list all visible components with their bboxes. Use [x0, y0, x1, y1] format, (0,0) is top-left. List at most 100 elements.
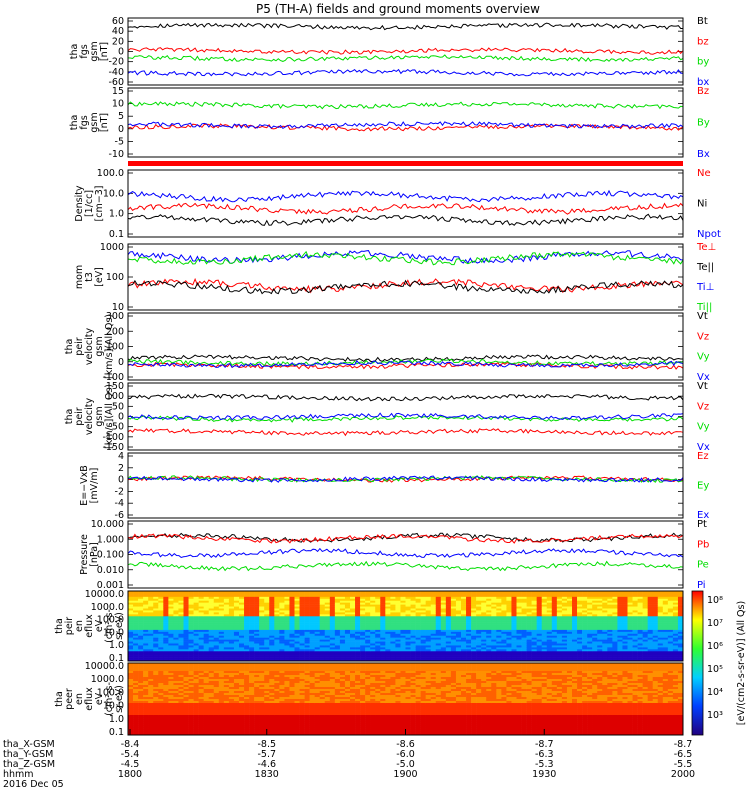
- heatmap-cell: [148, 705, 154, 708]
- heatmap-cell: [395, 622, 401, 625]
- heatmap-cell: [607, 614, 613, 617]
- heatmap-cell: [511, 653, 517, 656]
- heatmap-cell: [355, 633, 361, 637]
- heatmap-cell: [178, 629, 184, 633]
- heatmap-cell: [672, 633, 679, 637]
- heatmap-cell: [148, 719, 154, 722]
- heatmap-cell: [496, 598, 502, 602]
- heatmap-cell: [662, 594, 669, 598]
- heatmap-cell: [566, 616, 573, 619]
- heatmap-cell: [667, 598, 674, 602]
- heatmap-cell: [420, 624, 426, 627]
- heatmap-cell: [450, 616, 457, 619]
- heatmap-cell: [385, 604, 391, 607]
- heatmap-cell: [365, 647, 371, 650]
- ytick-label: 0: [118, 475, 124, 486]
- heatmap-cell: [239, 627, 245, 631]
- heatmap-cell: [471, 641, 477, 644]
- heatmap-cell: [294, 596, 300, 600]
- heatmap-cell: [203, 703, 210, 706]
- heatmap-cell: [269, 594, 275, 598]
- heatmap-cell: [501, 610, 507, 613]
- heatmap-cell: [223, 618, 230, 621]
- heatmap-cell: [400, 626, 406, 629]
- heatmap-cell: [173, 598, 179, 602]
- heatmap-cell: [223, 673, 230, 676]
- heatmap-cell: [203, 598, 210, 602]
- heatmap-cell: [506, 620, 512, 623]
- heatmap-cell: [390, 635, 396, 638]
- heatmap-cell: [360, 655, 366, 658]
- heatmap-cell: [617, 602, 623, 605]
- heatmap-cell: [375, 618, 381, 621]
- heatmap-cell: [163, 701, 169, 704]
- heatmap-cell: [445, 626, 452, 629]
- heatmap-cell: [339, 651, 346, 654]
- heatmap-cell: [183, 596, 189, 600]
- heatmap-cell: [360, 651, 366, 654]
- heatmap-cell: [188, 624, 194, 627]
- heatmap-cell: [657, 606, 664, 609]
- heatmap-cell: [143, 709, 149, 712]
- heatmap-cell: [657, 639, 664, 642]
- heatmap-cell: [279, 598, 285, 602]
- heatmap-cell: [153, 627, 159, 631]
- heatmap-cell: [249, 614, 255, 617]
- heatmap-cell: [435, 616, 442, 619]
- heatmap-cell: [355, 643, 361, 646]
- heatmap-cell: [486, 626, 492, 629]
- heatmap-cell: [128, 665, 134, 668]
- heatmap-cell: [319, 653, 326, 656]
- heatmap-cell: [566, 643, 573, 646]
- heatmap-cell: [466, 614, 472, 617]
- heatmap-cell: [203, 671, 210, 674]
- heatmap-cell: [269, 614, 275, 617]
- heatmap-cell: [652, 600, 659, 603]
- heatmap-cell: [148, 649, 154, 652]
- heatmap-cell: [163, 608, 169, 611]
- heatmap-cell: [350, 633, 356, 637]
- heatmap-cell: [531, 620, 537, 623]
- heatmap-cell: [521, 598, 527, 602]
- heatmap-cell: [521, 624, 527, 627]
- heatmap-cell: [672, 604, 679, 607]
- heatmap-cell: [158, 729, 164, 732]
- heatmap-cell: [223, 659, 230, 662]
- heatmap-cell: [445, 639, 452, 642]
- heatmap-cell: [597, 629, 603, 633]
- heatmap-cell: [390, 616, 396, 619]
- heatmap-cell: [168, 695, 174, 698]
- heatmap-cell: [370, 647, 376, 650]
- heatmap-cell: [153, 717, 159, 720]
- heatmap-cell: [476, 659, 482, 662]
- heatmap-cell: [213, 612, 220, 615]
- heatmap-cell: [314, 651, 321, 654]
- heatmap-cell: [400, 637, 406, 640]
- heatmap-cell: [390, 602, 396, 605]
- heatmap-cell: [264, 651, 270, 654]
- heatmap-cell: [254, 637, 260, 640]
- heatmap-cell: [344, 655, 351, 658]
- heatmap-cell: [501, 655, 507, 658]
- heatmap-cell: [284, 653, 290, 656]
- heatmap-cell: [405, 639, 411, 642]
- ytick-label: -2: [115, 486, 124, 497]
- heatmap-cell: [183, 639, 189, 642]
- heatmap-cell: [319, 626, 326, 629]
- heatmap-cell: [314, 641, 321, 644]
- ytick-label: -5: [115, 136, 124, 147]
- heatmap-cell: [511, 631, 517, 635]
- heatmap-cell: [521, 647, 527, 650]
- heatmap-cell: [375, 633, 381, 637]
- heatmap-cell: [304, 624, 310, 627]
- heatmap-cell: [259, 610, 265, 613]
- heatmap-cell: [178, 705, 184, 708]
- heatmap-cell: [607, 596, 613, 600]
- heatmap-cell: [375, 591, 381, 594]
- heatmap-cell: [133, 602, 139, 605]
- heatmap-cell: [395, 606, 401, 609]
- heatmap-cell: [138, 620, 144, 623]
- heatmap-cell: [546, 639, 553, 642]
- heatmap-cell: [208, 675, 215, 678]
- heatmap-cell: [672, 641, 679, 644]
